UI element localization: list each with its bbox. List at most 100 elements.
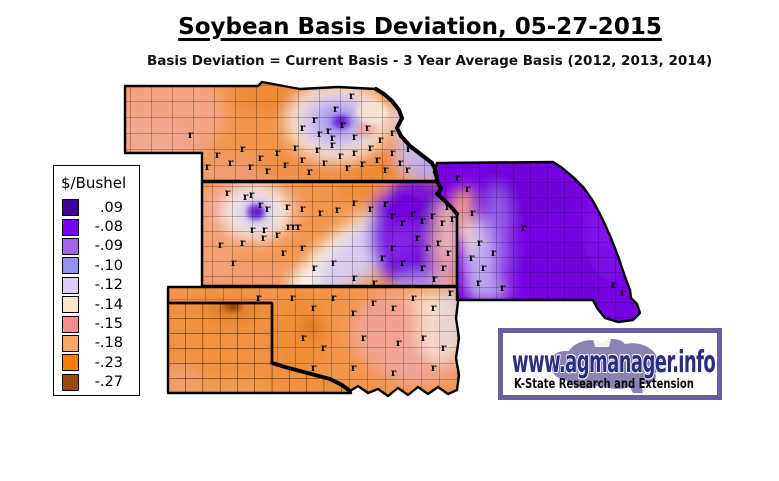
elevator-marker: r [448,288,454,299]
elevator-marker: r [240,238,246,249]
elevator-marker: r [441,343,447,354]
legend-entry: -.15 [54,314,139,333]
elevator-marker: r [301,333,307,344]
elevator-marker: r [365,123,371,134]
chart-title: Soybean Basis Deviation, 05-27-2015 [178,14,662,40]
elevator-marker: r [352,198,358,209]
elevator-marker: r [469,253,475,264]
legend-value-label: -.09 [94,238,123,255]
legend-entry: -.08 [54,217,139,236]
elevator-marker: r [390,211,396,222]
elevator-marker: r [330,140,336,151]
elevator-marker: r [465,184,471,195]
elevator-marker: r [261,233,267,244]
elevator-marker: r [349,91,355,102]
elevator-marker: r [380,253,386,264]
legend-color-swatch [62,237,79,255]
elevator-marker: r [420,216,426,227]
elevator-marker: r [326,126,332,137]
mascot-blob-icon [551,338,663,393]
elevator-marker: r [285,202,291,213]
elevator-marker: r [228,158,234,169]
elevator-marker: r [218,240,224,251]
elevator-marker: r [431,303,437,314]
legend-entry: -.23 [54,353,139,372]
elevator-marker: r [231,258,237,269]
elevator-marker: r [283,160,289,171]
legend-entry: -.27 [54,373,139,392]
elevator-marker: r [432,274,438,285]
legend-title: $/Bushel [61,174,127,192]
elevator-marker: r [340,120,346,131]
elevator-marker: r [318,208,324,219]
elevator-marker: r [620,288,626,299]
elevator-marker: r [338,151,344,162]
elevator-marker: r [311,303,317,314]
elevator-marker: r [491,248,497,259]
elevator-marker: r [300,123,306,134]
elevator-marker: r [275,230,281,241]
legend-color-swatch [62,315,79,333]
elevator-marker: r [406,144,412,155]
legend-rows: .09 -.08 -.09 -.10 -.12 -.14 -.15 -.18 -.23 -.27 [54,198,139,392]
elevator-marker: r [300,243,306,254]
legend-entry: -.12 [54,276,139,295]
elevator-marker: r [312,115,318,126]
elevator-marker: r [296,222,302,233]
elevator-marker: r [368,204,374,215]
legend-value-label: -.10 [94,257,123,274]
legend: $/Bushel .09 -.08 -.09 -.10 -.12 -.14 -.15 -.18… [53,165,140,396]
elevator-marker: r [390,128,396,139]
missouri-river [374,87,459,216]
legend-color-swatch [62,354,79,372]
missouri-surface [434,162,640,322]
legend-color-swatch [62,257,79,275]
elevator-marker: r [205,162,211,173]
elevator-marker: r [250,225,256,236]
elevator-marker: r [262,225,268,236]
elevator-marker: r [383,165,389,176]
elevator-marker: r [521,223,527,234]
elevator-marker: r [351,308,357,319]
legend-value-label: -.27 [94,374,123,391]
watermark-url: www.agmanager.info [512,345,716,380]
legend-color-swatch [62,199,79,217]
legend-entry: -.14 [54,295,139,314]
elevator-marker: r [300,155,306,166]
elevator-marker: r [445,202,451,213]
elevator-marker: r [290,293,296,304]
elevator-marker: r [361,333,367,344]
legend-entry: .09 [54,198,139,217]
elevator-marker: r [368,143,374,154]
elevator-marker: r [455,173,461,184]
kansas-surface [202,182,457,286]
elevator-marker: r [315,145,321,156]
elevator-marker: r [500,283,506,294]
elevator-marker: r [410,209,416,220]
elevator-marker: r [415,233,421,244]
elevator-marker: r [312,263,318,274]
elevator-marker: r [265,204,271,215]
elevator-marker: r [400,258,406,269]
elevator-marker: r [430,211,436,222]
legend-color-swatch [62,218,79,236]
legend-color-swatch [62,334,79,352]
elevator-marker: r [441,263,447,274]
elevator-marker: r [240,144,246,155]
elevator-marker: r [300,204,306,215]
elevator-marker: r [286,222,292,233]
elevator-marker: r [321,343,327,354]
elevator-marker: r [258,200,264,211]
elevator-marker: r [215,150,221,161]
legend-entry: -.09 [54,237,139,256]
legend-value-label: -.12 [94,277,123,294]
elevator-marker: r [275,148,281,159]
elevator-marker: r [352,132,358,143]
elevator-marker: r [331,293,337,304]
elevator-marker: r [446,248,452,259]
elevator-marker: r [470,208,476,219]
legend-entry: -.18 [54,334,139,353]
legend-color-swatch [62,296,79,314]
